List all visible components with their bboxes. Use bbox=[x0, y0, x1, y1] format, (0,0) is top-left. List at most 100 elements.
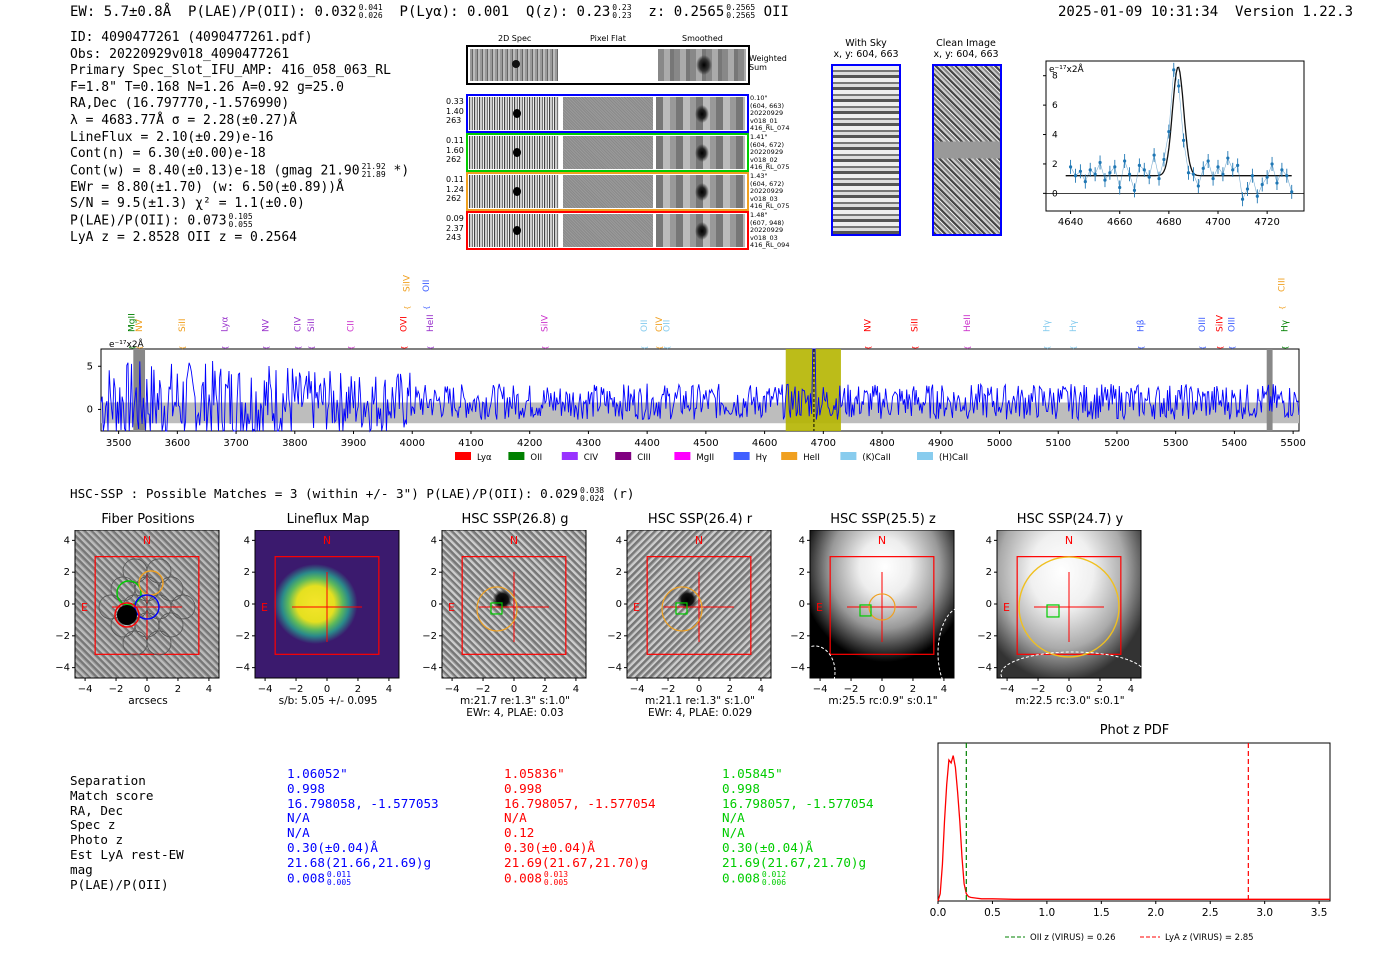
spectrum-ytick-label: 5 bbox=[87, 361, 93, 372]
match-cell: N/A bbox=[504, 810, 527, 826]
hsc-source-circle bbox=[1018, 556, 1120, 658]
spectrum-line-label: HeII { bbox=[426, 314, 436, 350]
spectrum-line-tick: { bbox=[641, 346, 649, 350]
spectrum-legend-swatch bbox=[508, 452, 525, 460]
fit-ytick-label: 4 bbox=[1052, 131, 1058, 141]
hsc-xtick-label: −2 bbox=[109, 684, 124, 695]
hsc-neighbor-ellipse bbox=[937, 606, 968, 695]
match-cell: 0.12 bbox=[504, 825, 535, 841]
hsc-panel-title: HSC SSP(24.7) y bbox=[1016, 512, 1124, 527]
fiber-circle bbox=[170, 594, 196, 620]
hsc-ytick-label: 4 bbox=[616, 535, 622, 546]
match-cell: 0.30(±0.04)Å bbox=[504, 839, 595, 855]
spectrum-line-label: OII { bbox=[663, 320, 673, 350]
fiber-circle bbox=[146, 630, 172, 656]
spectrum-xtick-label: 4100 bbox=[458, 438, 483, 449]
match-cell: 0.998 bbox=[287, 780, 325, 796]
info-ewr: EWr = 8.80(±1.70) (w: 6.50(±0.89))Å bbox=[70, 179, 344, 195]
spectrum-xtick-label: 5300 bbox=[1163, 438, 1188, 449]
hsc-xtick-label: 2 bbox=[910, 684, 916, 695]
cutout-row-stats: 0.11 1.60 262 bbox=[446, 136, 464, 164]
spectrum-masked-right bbox=[1266, 349, 1273, 431]
hsc-ytick-label: 4 bbox=[244, 535, 250, 546]
spectrum-line-label-text: CII bbox=[347, 320, 357, 332]
spectrum-line-label: OII { bbox=[422, 280, 432, 310]
hsc-panel-caption: m:22.5 rc:3.0" s:0.1" bbox=[1015, 695, 1125, 707]
hsc-neighbor-ellipse bbox=[794, 645, 836, 695]
hsc-ytick-label: 2 bbox=[431, 567, 437, 578]
weighted-sum-frame bbox=[466, 45, 750, 85]
match-cell: 0.008 0.011 0.005 bbox=[287, 869, 352, 887]
hsc-source-circle bbox=[868, 593, 896, 621]
hsc-panel-caption: m:25.5 rc:0.9" s:0.1" bbox=[828, 695, 938, 707]
spectrum-line-label: Lyα { bbox=[220, 316, 230, 350]
spectrum-line-label: OVI { bbox=[399, 316, 409, 350]
match-cell: 1.05836" bbox=[504, 766, 565, 781]
spectrum-xtick-label: 3800 bbox=[282, 438, 307, 449]
hsc-panel-image: N E −4 4 −2 2 0 0 2 −2 4 −4 bbox=[790, 530, 968, 695]
cutout-row-meta: 0.10" (604, 663) 20220929 v018_01 416_RL_074 bbox=[750, 94, 790, 133]
spectrum-line-label-text: OIII bbox=[1198, 317, 1208, 332]
spectrum-xtick-label: 4800 bbox=[869, 438, 894, 449]
hsc-ytick-label: 2 bbox=[244, 567, 250, 578]
hsc-east-label: E bbox=[816, 601, 823, 614]
header-qz: Q(z): 0.23 bbox=[525, 4, 611, 20]
col-label-2dspec: 2D Spec bbox=[498, 34, 532, 43]
spectrum-line-label-text: OVI bbox=[399, 316, 409, 332]
hsc-xtick-label: −2 bbox=[476, 684, 491, 695]
spectrum-xtick-label: 4500 bbox=[693, 438, 718, 449]
spectrum-xtick-label: 3900 bbox=[341, 438, 366, 449]
hsc-source-ellipse bbox=[476, 586, 518, 632]
header-ew: EW: 5.7±0.8Å bbox=[70, 4, 172, 20]
spectrum-xtick-label: 5100 bbox=[1045, 438, 1070, 449]
fit-data-line bbox=[1070, 69, 1292, 201]
header-line: EW: 5.7±0.8Å P(LAE)/P(OII): 0.032 0.041 0.… bbox=[70, 3, 789, 21]
hsc-xtick-label: −4 bbox=[1000, 684, 1015, 695]
hsc-xtick-label: 4 bbox=[941, 684, 947, 695]
hsc-ytick-label: 4 bbox=[799, 535, 805, 546]
hsc-xtick-label: 4 bbox=[386, 684, 392, 695]
spectrum-line-tick: { bbox=[1137, 346, 1145, 350]
spectrum-xtick-label: 4600 bbox=[752, 438, 777, 449]
info-lineflux: LineFlux = 2.10(±0.29)e-16 bbox=[70, 129, 274, 145]
spectrum-line-label: Hβ { bbox=[1136, 319, 1146, 350]
match-cell: 16.798057, -1.577054 bbox=[504, 795, 656, 811]
spectrum-line-label: OII { bbox=[640, 320, 650, 350]
hsc-aperture-box bbox=[94, 556, 200, 655]
hsc-match-marker bbox=[859, 604, 872, 617]
match-cell: 0.30(±0.04)Å bbox=[722, 839, 813, 855]
match-cell: 0.008 0.012 0.006 bbox=[722, 869, 787, 887]
col-label-pixelflat: Pixel Flat bbox=[590, 34, 626, 43]
match-cell: 0.998 bbox=[504, 780, 542, 796]
hsc-panel-caption: arcsecs bbox=[128, 695, 168, 707]
hsc-xtick-label: 0 bbox=[511, 684, 517, 695]
hsc-match-marker bbox=[1046, 604, 1060, 618]
header-plya: P(Lyα): 0.001 bbox=[399, 4, 510, 20]
spectrum-legend-swatch bbox=[733, 452, 750, 460]
fiber-red bbox=[114, 602, 140, 628]
cutout-smoothed bbox=[656, 175, 745, 208]
spectrum-line-label-text: CIV bbox=[655, 316, 665, 332]
spectrum-xtick-label: 4900 bbox=[928, 438, 953, 449]
spectrum-legend-label: Hγ bbox=[756, 453, 767, 463]
cutout-row-stats: 0.11 1.24 262 bbox=[446, 175, 464, 203]
hsc-north-label: N bbox=[878, 534, 886, 547]
spectrum-unit-label: e⁻¹⁷x2Å bbox=[109, 338, 145, 350]
match-row-label: Match score bbox=[70, 787, 154, 803]
spectrum-line-label: NV { bbox=[261, 318, 271, 350]
hsc-ytick-label: −4 bbox=[55, 663, 70, 674]
hsc-xtick-label: −4 bbox=[78, 684, 93, 695]
clean-image bbox=[932, 64, 1002, 236]
fit-ytick-label: 0 bbox=[1052, 189, 1058, 199]
match-cell: 21.69(21.67,21.70)g bbox=[504, 854, 649, 870]
fiber-circle bbox=[158, 612, 184, 638]
hsc-xtick-label: 2 bbox=[727, 684, 733, 695]
hsc-east-label: E bbox=[261, 601, 268, 614]
hsc-panel-caption: s/b: 5.05 +/- 0.095 bbox=[278, 695, 378, 707]
spectrum-legend-swatch bbox=[455, 452, 471, 460]
hsc-xtick-label: 2 bbox=[355, 684, 361, 695]
hsc-aperture-box bbox=[646, 556, 752, 655]
spectrum-line-label: SiII { bbox=[307, 318, 317, 350]
hsc-ytick-label: −2 bbox=[790, 631, 805, 642]
hsc-aperture-box bbox=[274, 556, 380, 655]
